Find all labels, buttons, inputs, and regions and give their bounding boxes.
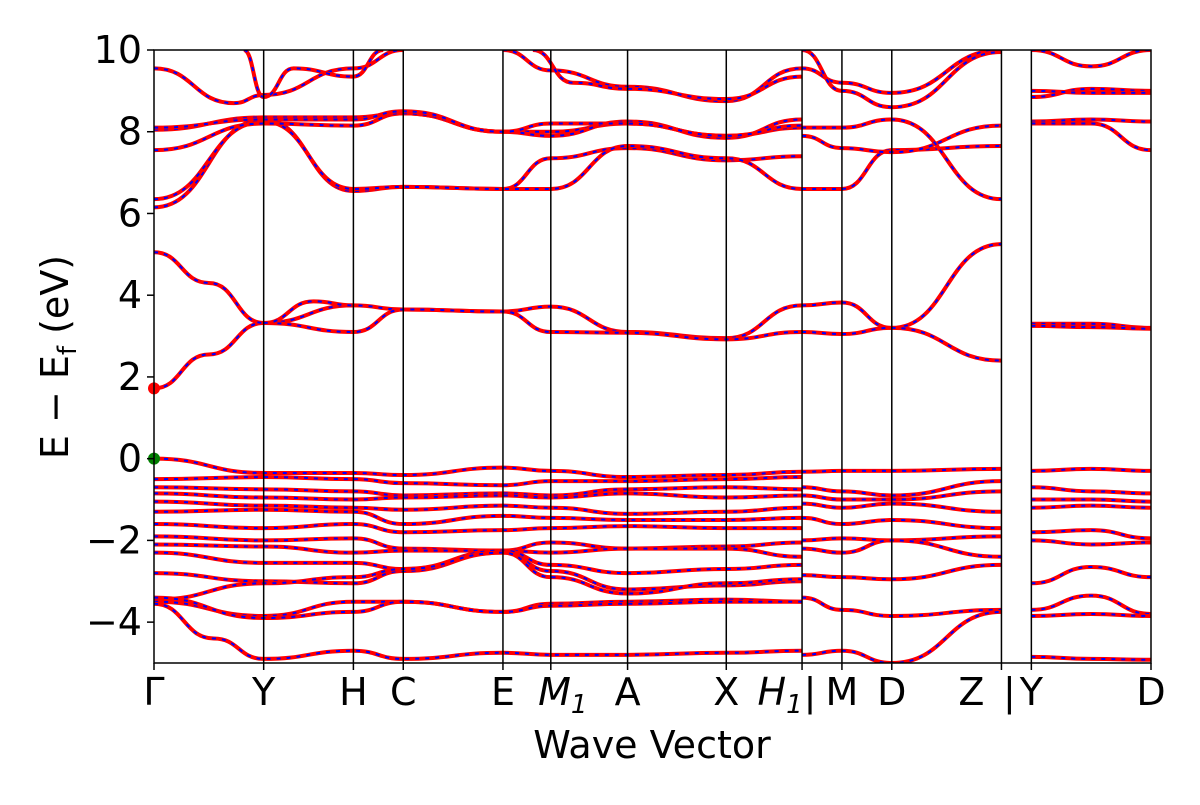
band-line <box>801 50 1002 110</box>
band-line <box>802 242 1002 330</box>
band-line-overlay <box>154 476 803 487</box>
x-axis-label: Wave Vector <box>533 723 771 767</box>
x-tick-label: E <box>491 670 515 714</box>
y-axis-label-main: E − E <box>33 355 77 459</box>
x-tick-label: | <box>804 670 817 715</box>
x-tick-label: M <box>826 670 859 714</box>
band-line <box>1031 323 1151 331</box>
band-line-overlay <box>802 50 1002 94</box>
band-line-overlay <box>1031 87 1151 98</box>
high-symmetry-lines <box>262 50 1033 663</box>
y-tick-label: 6 <box>118 191 142 235</box>
band-line-overlay <box>1031 539 1151 546</box>
band-line-overlay <box>1031 50 1151 68</box>
band-line-overlay <box>802 490 1002 501</box>
plot-frame <box>153 49 1152 664</box>
band-line-overlay <box>802 502 1002 513</box>
x-tick-label: Γ <box>143 670 164 714</box>
x-tick-label: C <box>390 670 417 714</box>
band-line <box>1031 88 1151 95</box>
x-tick-label: H1 <box>757 670 802 720</box>
band-line <box>154 507 803 527</box>
band-line-overlay <box>802 118 1002 201</box>
x-tick-label: M1 <box>538 670 587 720</box>
band-line-overlay <box>1031 122 1151 152</box>
y-axis-label: E − Ef (eV) <box>33 255 83 459</box>
band-line <box>154 601 803 661</box>
band-line <box>1031 654 1151 662</box>
y-tick-label: 8 <box>118 110 142 154</box>
band-line <box>1031 497 1151 504</box>
x-tick-label: A <box>615 670 641 714</box>
y-axis-label-unit: (eV) <box>33 255 77 346</box>
band-line-overlay <box>532 50 803 101</box>
band-line-overlay <box>802 145 1002 190</box>
band-line-overlay <box>1031 594 1151 615</box>
y-axis-ticks: −4 −2 0 2 4 6 8 10 <box>86 28 154 644</box>
band-line-overlay <box>802 535 1002 542</box>
band-line-overlay <box>154 492 803 501</box>
band-line-overlay <box>802 516 1002 530</box>
y-tick-label: 0 <box>118 437 142 481</box>
band-line-overlay <box>1031 529 1151 540</box>
band-line <box>1031 503 1151 510</box>
x-tick-label: Z <box>958 670 984 714</box>
band-line-overlay <box>154 598 803 618</box>
band-line <box>1031 466 1151 473</box>
y-tick-label: −4 <box>86 600 142 644</box>
band-line <box>242 50 384 99</box>
band-line <box>1031 611 1151 619</box>
band-line-overlay <box>154 596 803 620</box>
y-tick-label: 2 <box>118 355 142 399</box>
x-tick-label: | <box>1003 670 1016 715</box>
y-tick-label: −2 <box>86 518 142 562</box>
band-line-overlay <box>802 596 1002 618</box>
band-line-overlay <box>802 467 1002 473</box>
band-line-overlay <box>1031 486 1151 495</box>
y-tick-label: 10 <box>94 28 142 72</box>
x-tick-label: Y <box>1019 670 1044 714</box>
band-line-overlay <box>154 457 803 479</box>
band-line <box>1031 117 1151 124</box>
band-line-overlay <box>802 480 1002 497</box>
x-axis-ticks: Γ Y H C E M1 A X H1 | M D Z | Y D <box>143 663 1166 720</box>
x-tick-label: Y <box>251 670 276 714</box>
x-tick-label: D <box>1136 670 1165 714</box>
band-line-overlay <box>154 523 803 534</box>
x-tick-label: D <box>877 670 906 714</box>
x-tick-label: H <box>339 670 368 714</box>
y-axis-label-sub: f <box>53 345 83 355</box>
band-line-overlay <box>802 563 1002 581</box>
band-line-overlay <box>263 300 354 324</box>
x-tick-label: X <box>713 670 739 714</box>
band-line-overlay <box>154 251 803 341</box>
band-line-overlay <box>802 610 1002 663</box>
band-line <box>801 123 1002 155</box>
y-tick-label: 4 <box>118 273 142 317</box>
band-line-overlay <box>802 539 1002 558</box>
band-line-overlay <box>802 326 1002 362</box>
band-line-overlay <box>1031 565 1151 585</box>
